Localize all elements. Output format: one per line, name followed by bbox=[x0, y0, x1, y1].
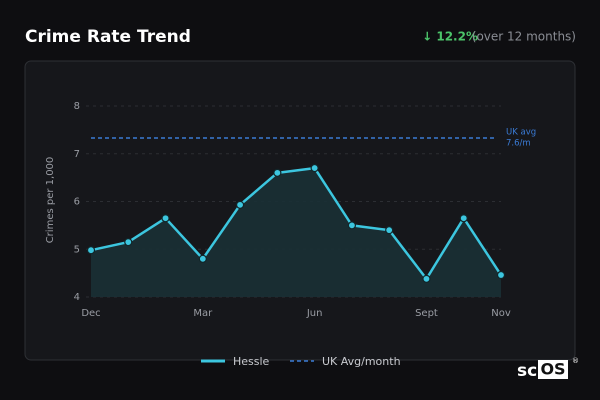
logo-mark: ® bbox=[572, 357, 579, 365]
point bbox=[235, 200, 245, 209]
x-tick-label: Nov bbox=[491, 308, 511, 319]
y-tick-label: 6 bbox=[74, 197, 80, 208]
point bbox=[310, 163, 319, 173]
point bbox=[347, 221, 357, 230]
point bbox=[422, 274, 431, 283]
point bbox=[459, 214, 468, 223]
x-tick-label: Jun bbox=[306, 308, 323, 319]
logo-box bbox=[538, 360, 568, 379]
point bbox=[273, 168, 282, 177]
point bbox=[496, 270, 506, 280]
reference-label: UK avg bbox=[506, 127, 536, 137]
reference-label: 7.6/m bbox=[506, 138, 531, 148]
y-axis-label: Crimes per 1,000 bbox=[45, 157, 56, 244]
legend-label: UK Avg/month bbox=[322, 355, 401, 368]
change: ↓ 12.2% bbox=[422, 30, 478, 44]
logo-text: sc bbox=[517, 361, 537, 381]
x-tick-label: Sept bbox=[415, 308, 438, 319]
area bbox=[91, 168, 501, 297]
point bbox=[86, 246, 96, 255]
chart-title: Crime Rate Trend bbox=[25, 27, 191, 47]
y-tick-label: 5 bbox=[74, 244, 80, 255]
logo-box-text: OS bbox=[540, 360, 565, 379]
point bbox=[198, 254, 207, 263]
x-tick-label: Mar bbox=[193, 308, 213, 319]
change-note: (over 12 months) bbox=[472, 30, 576, 44]
point bbox=[161, 214, 170, 223]
y-tick-label: 8 bbox=[74, 101, 80, 112]
y-tick-label: 4 bbox=[74, 292, 80, 303]
point bbox=[385, 226, 394, 235]
x-tick-label: Dec bbox=[81, 308, 100, 319]
legend-label: Hessle bbox=[233, 355, 270, 368]
point bbox=[124, 237, 133, 247]
y-tick-label: 7 bbox=[74, 149, 80, 160]
line bbox=[90, 166, 503, 281]
